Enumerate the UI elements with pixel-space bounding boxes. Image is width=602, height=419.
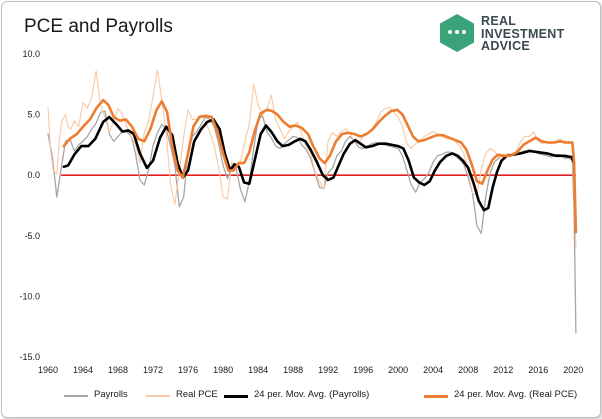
series-group [47,69,578,334]
x-tick-label: 1964 [73,365,93,375]
legend-label: 24 per. Mov. Avg. (Payrolls) [254,389,370,400]
legend-label: Real PCE [176,389,218,400]
series-line-2 [62,115,576,212]
logo-line-3: ADVICE [481,39,531,53]
logo-text: REAL INVESTMENT ADVICE [481,15,565,53]
series-line-3 [62,98,578,234]
y-tick-label: -10.0 [19,291,40,301]
x-tick-label: 2020 [563,365,583,375]
logo-line-2: INVESTMENT [481,26,565,41]
brand-logo: REAL INVESTMENT ADVICE [440,14,590,54]
x-tick-label: 1988 [283,365,303,375]
y-tick-label: -5.0 [24,231,40,241]
x-tick-label: 2016 [528,365,548,375]
y-tick-label: -15.0 [19,352,40,362]
legend-label: Payrolls [94,389,128,400]
chart-title: PCE and Payrolls [24,16,173,37]
x-tick-label: 2000 [388,365,408,375]
x-tick-label: 1968 [108,365,128,375]
legend-swatch [64,395,88,397]
legend-swatch [224,395,248,398]
x-axis: 1960 1964 1968 1972 1976 1980 1984 1988 1992 1996… [38,365,583,375]
y-tick-label: 10.0 [22,49,40,59]
y-axis: 10.0 5.0 0.0 -5.0 -10.0 -15.0 [19,49,40,362]
y-tick-label: 5.0 [27,110,40,120]
x-tick-label: 1976 [178,365,198,375]
series-line-1 [47,69,577,249]
legend-swatch [424,395,448,398]
legend-swatch [146,395,170,397]
legend-label: 24 per. Mov. Avg. (Real PCE) [454,389,578,400]
x-tick-label: 1992 [318,365,338,375]
x-tick-label: 2012 [493,365,513,375]
x-tick-label: 1960 [38,365,58,375]
x-tick-label: 2008 [458,365,478,375]
x-tick-label: 1984 [248,365,268,375]
x-tick-label: 1996 [353,365,373,375]
logo-line-1: REAL [481,14,517,28]
x-tick-label: 2004 [423,365,443,375]
y-tick-label: 0.0 [27,170,40,180]
chart-legend: Payrolls Real PCE 24 per. Mov. Avg. (Payro… [64,388,584,404]
x-tick-label: 1980 [213,365,233,375]
x-tick-label: 1972 [143,365,163,375]
